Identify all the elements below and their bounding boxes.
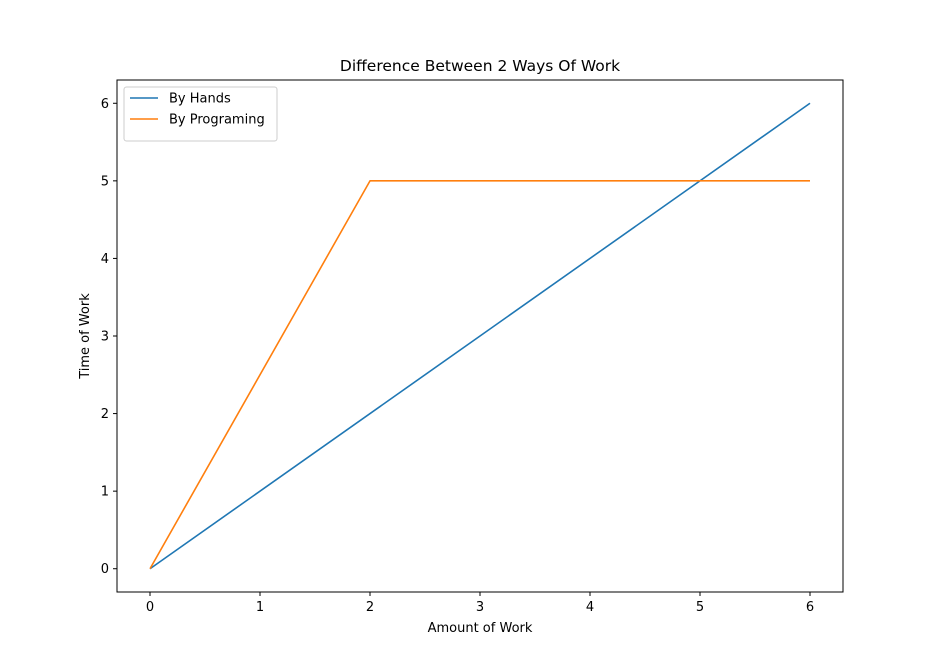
y-axis: 0 1 2 3 4 5 6 xyxy=(101,97,117,577)
y-tick-label: 2 xyxy=(101,407,109,422)
y-tick-label: 1 xyxy=(101,485,109,500)
y-tick-label: 6 xyxy=(101,97,109,112)
x-tick-label: 6 xyxy=(806,600,814,615)
y-axis-label: Time of Work xyxy=(78,293,93,380)
legend-box xyxy=(123,86,278,142)
legend-label: By Hands xyxy=(169,92,231,107)
series-line-2 xyxy=(149,180,810,570)
x-tick-label: 0 xyxy=(146,600,154,615)
x-tick-label: 4 xyxy=(586,600,594,615)
y-tick-label: 4 xyxy=(101,252,109,267)
y-tick-label: 3 xyxy=(101,330,109,345)
x-tick-label: 1 xyxy=(256,600,264,615)
x-axis: 0 1 2 3 4 5 6 xyxy=(146,592,814,615)
series-layer xyxy=(149,102,811,570)
x-tick-label: 2 xyxy=(366,600,374,615)
y-tick-label: 5 xyxy=(101,174,109,189)
chart-title: Difference Between 2 Ways Of Work xyxy=(340,57,620,75)
legend: By Hands By Programing xyxy=(123,86,278,142)
legend-label: By Programing xyxy=(169,113,265,128)
x-tick-label: 5 xyxy=(696,600,704,615)
y-tick-label: 0 xyxy=(101,562,109,577)
x-axis-label: Amount of Work xyxy=(428,621,533,636)
x-tick-label: 3 xyxy=(476,600,484,615)
